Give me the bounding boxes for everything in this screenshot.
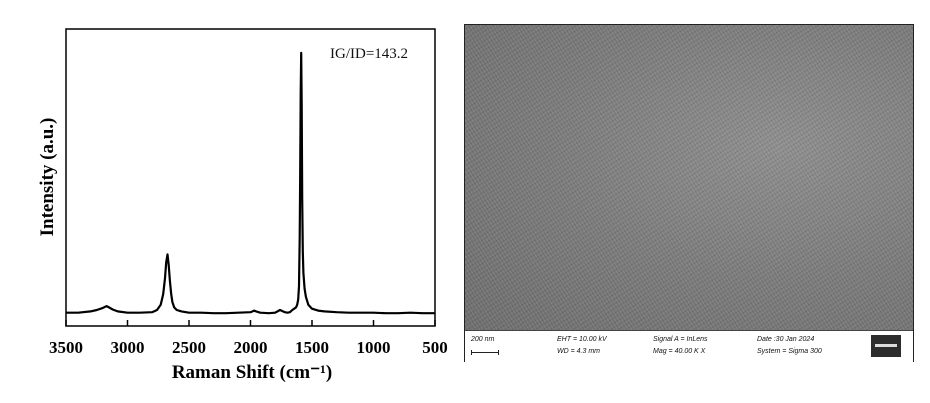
x-ticks	[65, 320, 436, 326]
x-tick-label: 1500	[295, 338, 329, 357]
zeiss-logo	[871, 335, 901, 357]
y-axis-label: Intensity (a.u.)	[37, 118, 58, 237]
plot-frame	[65, 28, 436, 327]
x-tick-label: 2500	[172, 338, 206, 357]
scale-bar	[471, 350, 499, 355]
x-tick-label: 2000	[234, 338, 268, 357]
sem-image	[465, 25, 913, 330]
eht-value: EHT = 10.00 kV	[557, 336, 607, 343]
x-tick-label: 500	[422, 338, 448, 357]
date-value: Date :30 Jan 2024	[757, 336, 815, 343]
scale-bar-label: 200 nm	[471, 336, 495, 343]
sem-info-bar: 200 nm EHT = 10.00 kV WD = 4.3 mm Signal…	[465, 330, 913, 362]
x-tick-labels: 3500 3000 2500 2000 1500 1000 500	[49, 338, 448, 357]
signal-value: Signal A = InLens	[653, 336, 708, 343]
system-value: System = Sigma 300	[757, 348, 822, 355]
wd-value: WD = 4.3 mm	[557, 348, 600, 355]
spectrum-line	[66, 51, 435, 315]
x-tick-label: 3500	[49, 338, 83, 357]
ig-id-annotation: IG/ID=143.2	[330, 46, 408, 62]
x-tick-label: 3000	[111, 338, 145, 357]
raman-chart: 3500 3000 2500 2000 1500 1000 500 IG/ID=143.2 …	[37, 28, 448, 383]
mag-value: Mag = 40.00 K X	[653, 348, 706, 355]
x-axis-label: Raman Shift (cm⁻¹)	[172, 362, 332, 383]
sem-micrograph-panel: 200 nm EHT = 10.00 kV WD = 4.3 mm Signal…	[464, 24, 914, 362]
x-tick-label: 1000	[357, 338, 391, 357]
